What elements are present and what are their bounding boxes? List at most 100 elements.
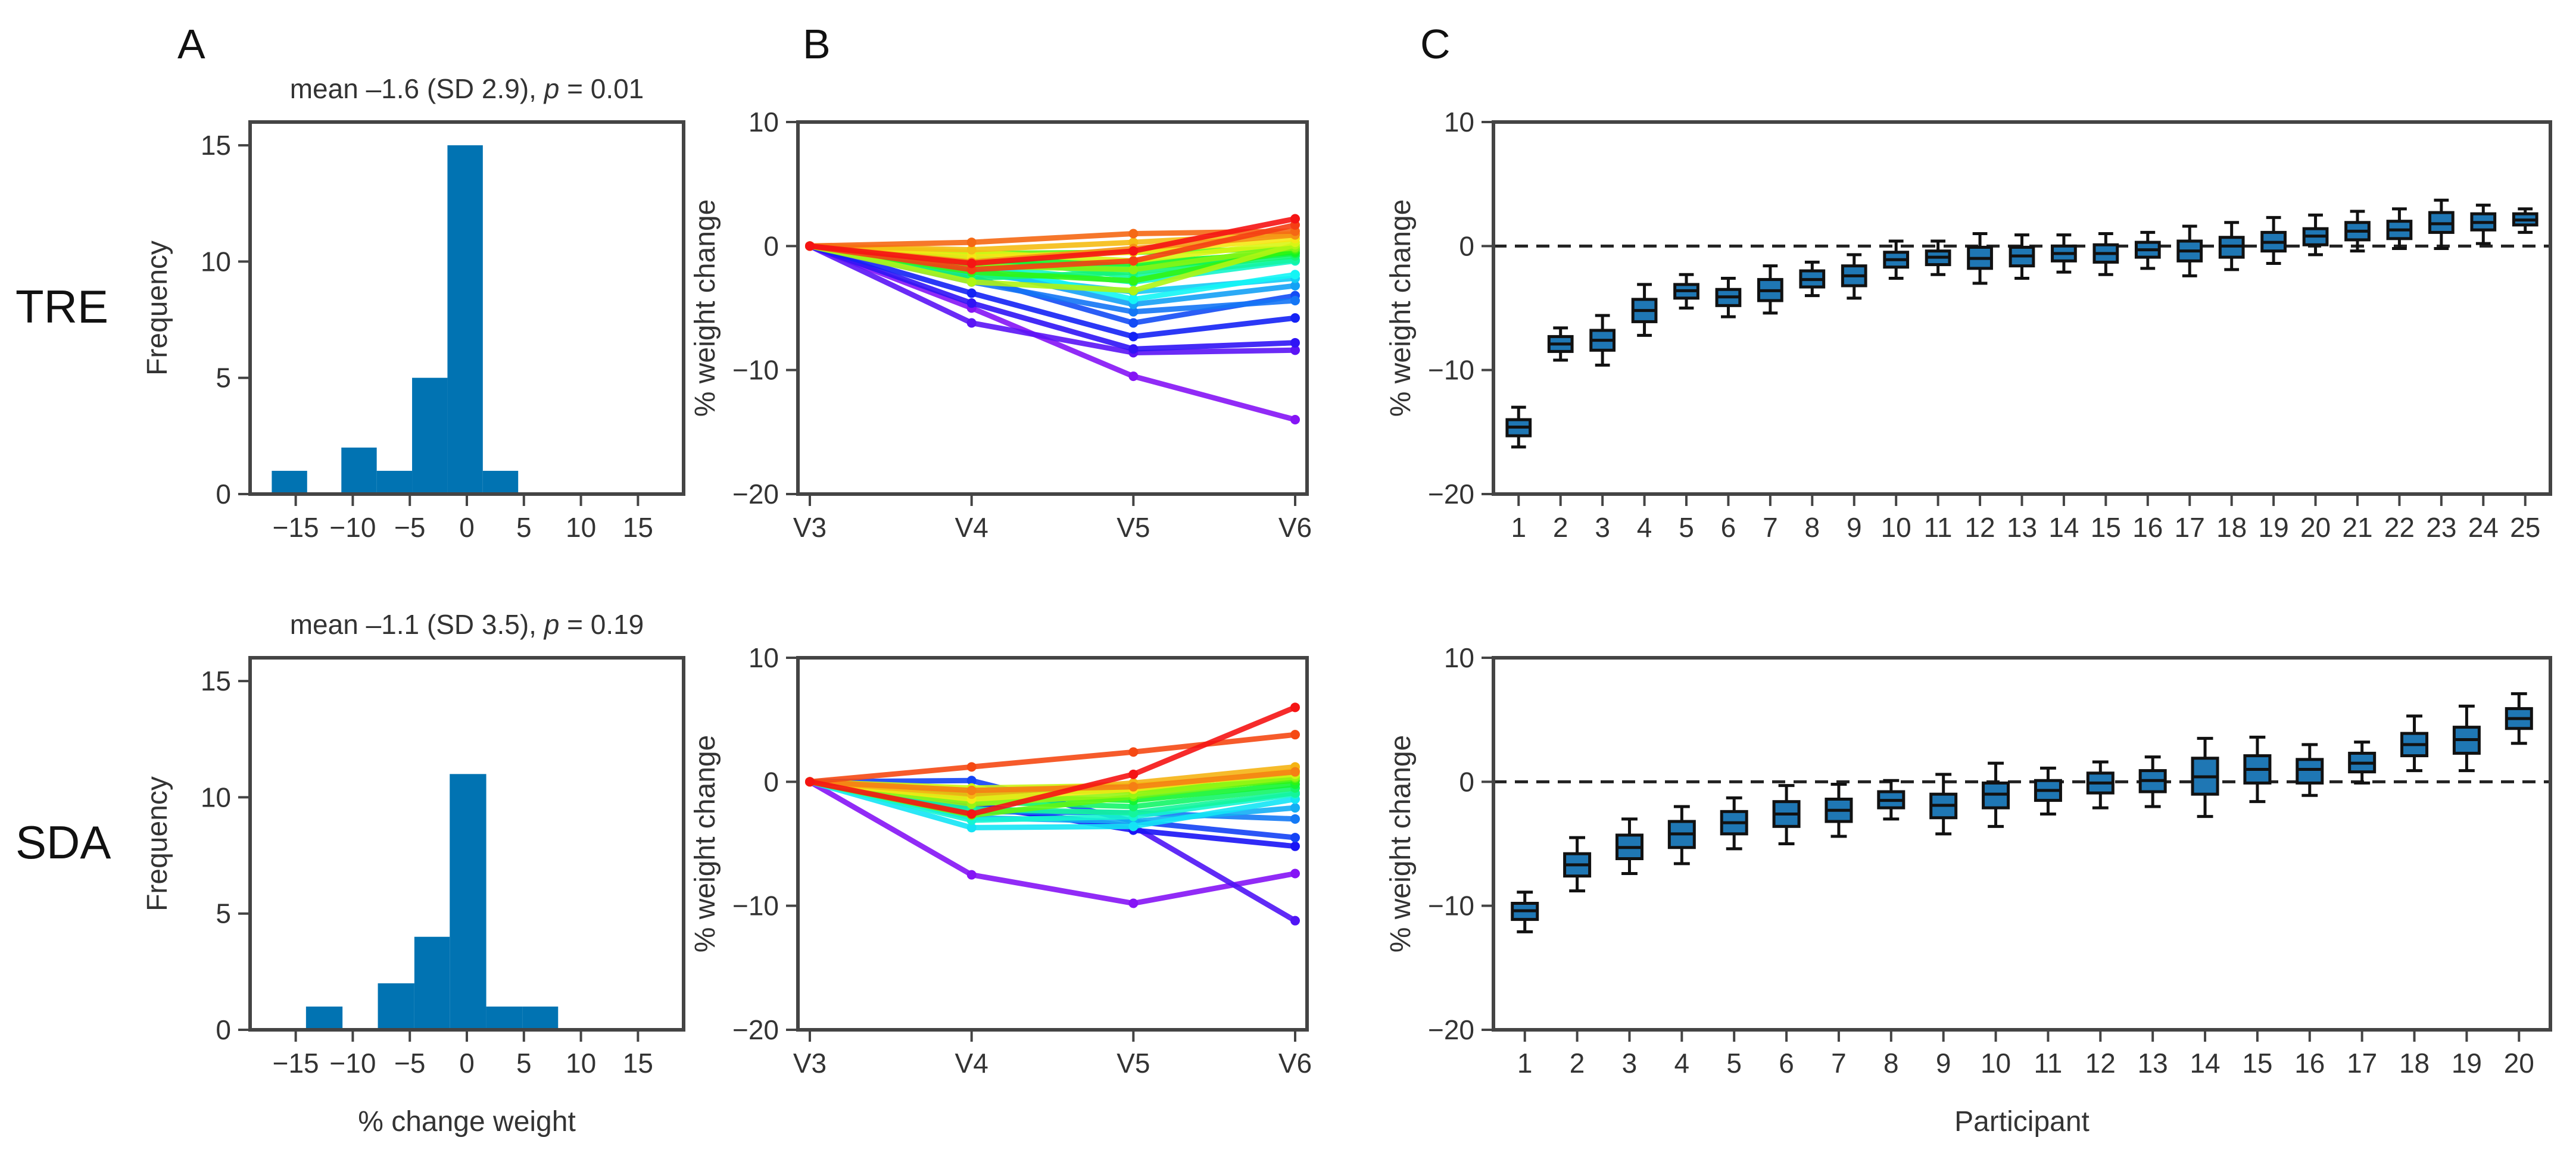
trajectory-panel-sda: −20 −10 0 10 % weight change V3 V4 V5 V6 <box>690 642 1312 1079</box>
trajectory-point <box>966 277 977 287</box>
trajectory-axes-frame <box>796 120 1309 496</box>
trajectory-xtick-label: V6 <box>1278 1048 1312 1079</box>
boxplot-ytick-label: −10 <box>1428 355 1474 386</box>
trajectory-point <box>1290 270 1300 280</box>
trajectory-point <box>1290 281 1300 290</box>
boxplot-xtick-label: 4 <box>1637 512 1652 543</box>
trajectory-line <box>808 779 1296 906</box>
histogram-subtitle: mean –1.1 (SD 3.5), p = 0.19 <box>290 609 644 640</box>
boxplot-ytick-label: 10 <box>1444 642 1474 673</box>
trajectory-ylabel: % weight change <box>690 199 721 417</box>
histogram-ytick-label: 5 <box>216 898 231 929</box>
trajectory-point <box>1128 344 1139 354</box>
boxplot-ylabel: % weight change <box>1385 735 1417 953</box>
trajectory-ytick-label: −10 <box>732 891 779 921</box>
histogram-ytick-label: 10 <box>201 246 231 277</box>
trajectory-point <box>1290 702 1300 713</box>
boxplot-xtick-label: 7 <box>1763 512 1778 543</box>
boxplot-xtick-label: 1 <box>1517 1048 1533 1079</box>
boxplot-xtick-label: 12 <box>1964 512 1995 543</box>
trajectory-point <box>1290 814 1300 824</box>
boxplot-xtick-label: 12 <box>2085 1048 2116 1079</box>
trajectory-point <box>1128 318 1139 328</box>
boxplot-xtick-label: 11 <box>2034 1048 2063 1079</box>
histogram-bar <box>341 447 377 494</box>
histogram-bar <box>522 1006 559 1030</box>
boxplot-xtick-label: 19 <box>2259 512 2289 543</box>
histogram-xtick-label: 5 <box>516 1048 532 1079</box>
trajectory-axes-frame <box>796 656 1309 1032</box>
trajectory-xtick-label: V6 <box>1278 512 1312 543</box>
trajectory-xtick-label: V3 <box>793 1048 827 1079</box>
boxplot-xtick-label: 20 <box>2300 512 2331 543</box>
trajectory-ytick-label: −10 <box>732 355 779 386</box>
trajectory-line <box>809 243 1296 355</box>
histogram-ytick-label: 0 <box>216 479 231 510</box>
boxplot-xtick-label: 5 <box>1726 1048 1742 1079</box>
trajectory-point <box>966 245 977 255</box>
histogram-bar <box>378 983 414 1030</box>
histogram-xlabel: % change weight <box>358 1106 576 1138</box>
boxplot-xtick-label: 3 <box>1622 1048 1638 1079</box>
trajectory-line <box>809 769 1296 793</box>
boxplot-xtick-label: 1 <box>1511 512 1526 543</box>
trajectory-point <box>1290 214 1300 224</box>
subtitle-suffix: = 0.01 <box>559 73 644 104</box>
trajectory-point <box>1290 730 1300 740</box>
trajectory-point <box>1128 307 1139 317</box>
trajectory-xtick-label: V4 <box>955 512 988 543</box>
trajectory-point <box>1128 229 1139 239</box>
subtitle-suffix: = 0.19 <box>559 609 644 640</box>
trajectory-point <box>1128 256 1139 266</box>
trajectory-ytick-label: 0 <box>763 766 779 797</box>
boxplot-xtick-label: 6 <box>1779 1048 1794 1079</box>
trajectory-xtick-label: V4 <box>955 1048 988 1079</box>
boxplot-ytick-label: −20 <box>1428 1014 1474 1045</box>
trajectory-point <box>805 241 815 251</box>
histogram-bar <box>414 936 450 1030</box>
boxplot-xtick-label: 9 <box>1936 1048 1951 1079</box>
trajectory-point <box>1290 296 1300 305</box>
histogram-panel-tre: 0 5 10 15 Frequency −15 −10 −5 0 5 10 15 mean –1.6 (… <box>142 73 685 543</box>
trajectory-ylabel: % weight change <box>690 735 721 953</box>
trajectory-point <box>966 823 977 833</box>
subtitle-p-label: p <box>543 73 560 104</box>
boxplot-xtick-label: 19 <box>2452 1048 2482 1079</box>
histogram-bar <box>305 1006 343 1030</box>
panel-letter-c: C <box>1420 21 1451 67</box>
trajectory-point <box>1290 767 1300 777</box>
trajectory-point <box>1290 916 1300 926</box>
trajectory-line <box>809 231 1296 253</box>
histogram-ytick-label: 10 <box>201 782 231 813</box>
trajectory-point <box>966 238 977 248</box>
boxplot-xtick-label: 23 <box>2426 512 2456 543</box>
trajectory-point <box>966 809 977 819</box>
trajectory-line <box>809 779 1296 830</box>
boxplot-xtick-label: 21 <box>2342 512 2372 543</box>
boxplot-xtick-label: 2 <box>1570 1048 1585 1079</box>
histogram-bar <box>376 470 413 494</box>
boxplot-xtick-label: 3 <box>1595 512 1610 543</box>
row-label-sda: SDA <box>15 816 111 868</box>
trajectory-point <box>1290 833 1300 843</box>
trajectory-xtick-label: V5 <box>1117 1048 1150 1079</box>
histogram-ytick-label: 15 <box>201 130 231 161</box>
boxplot-xtick-label: 16 <box>2132 512 2163 543</box>
trajectory-ytick-label: 10 <box>749 107 779 138</box>
histogram-xtick-label: 0 <box>459 512 475 543</box>
boxplot-ylabel: % weight change <box>1385 199 1417 417</box>
boxplot-xtick-label: 14 <box>2048 512 2079 543</box>
trajectory-point <box>1290 803 1300 813</box>
boxplot-xlabel: Participant <box>1954 1106 2090 1138</box>
boxplot-xtick-label: 16 <box>2294 1048 2325 1079</box>
trajectory-panel-tre: −20 −10 0 10 % weight change V3 V4 V5 V6 <box>690 107 1312 543</box>
boxplot-ytick-label: −10 <box>1428 891 1474 921</box>
boxplot-xtick-label: 20 <box>2504 1048 2534 1079</box>
trajectory-point <box>1128 332 1139 342</box>
boxplot-xtick-label: 18 <box>2216 512 2247 543</box>
histogram-xtick-label: −5 <box>394 1048 425 1079</box>
boxplot-xtick-label: 22 <box>2384 512 2415 543</box>
trajectory-point <box>966 785 977 795</box>
